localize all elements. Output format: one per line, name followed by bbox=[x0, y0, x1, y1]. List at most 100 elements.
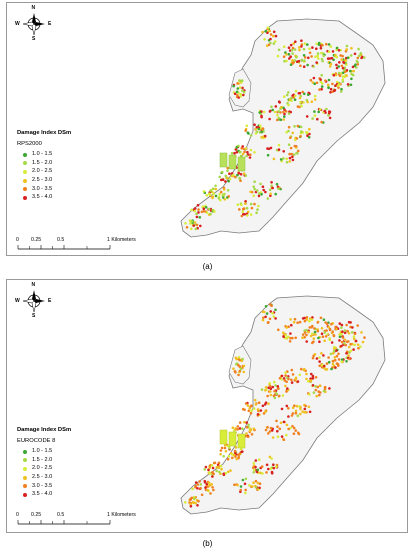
building-point bbox=[261, 185, 265, 188]
building-point bbox=[282, 157, 285, 160]
building-point bbox=[290, 152, 294, 156]
building-point bbox=[283, 112, 286, 116]
building-point bbox=[332, 345, 336, 349]
building-point bbox=[219, 449, 223, 452]
building-point bbox=[312, 76, 316, 80]
building-point bbox=[331, 330, 335, 333]
building-point bbox=[198, 216, 202, 219]
building-point bbox=[285, 423, 289, 427]
building-point bbox=[291, 155, 294, 158]
building-point bbox=[329, 352, 333, 356]
building-point bbox=[360, 331, 363, 334]
building-point bbox=[318, 88, 321, 91]
building-point bbox=[322, 318, 326, 321]
building-point bbox=[290, 96, 293, 100]
building-point bbox=[345, 323, 348, 327]
building-point bbox=[327, 360, 331, 364]
building-point bbox=[268, 384, 272, 388]
building-point bbox=[311, 374, 315, 378]
building-point bbox=[248, 156, 252, 159]
building-point bbox=[234, 427, 237, 430]
building-point bbox=[337, 358, 341, 361]
building-point bbox=[303, 92, 306, 96]
building-point bbox=[279, 421, 283, 425]
building-point bbox=[327, 114, 330, 117]
building-point bbox=[305, 340, 309, 343]
building-point bbox=[190, 208, 193, 212]
building-point bbox=[264, 386, 268, 389]
building-point bbox=[214, 194, 218, 198]
building-points-b bbox=[184, 303, 366, 508]
building-point bbox=[305, 328, 308, 332]
building-point bbox=[233, 453, 236, 457]
building-point bbox=[351, 73, 355, 77]
building-point bbox=[239, 92, 242, 96]
building-point bbox=[276, 118, 279, 122]
building-point bbox=[297, 431, 300, 435]
building-point bbox=[236, 87, 240, 90]
building-point bbox=[348, 357, 351, 361]
building-point bbox=[311, 81, 315, 84]
building-point bbox=[224, 471, 228, 475]
building-point bbox=[194, 484, 197, 488]
building-point bbox=[231, 426, 235, 429]
building-point bbox=[302, 54, 306, 57]
building-point bbox=[283, 115, 286, 118]
building-point bbox=[238, 452, 241, 456]
building-point bbox=[292, 320, 296, 324]
building-point bbox=[264, 29, 268, 33]
building-point bbox=[254, 465, 257, 469]
building-point bbox=[324, 335, 328, 338]
building-point bbox=[337, 65, 341, 68]
building-point bbox=[229, 469, 232, 472]
building-point bbox=[238, 358, 241, 362]
building-point bbox=[276, 385, 280, 388]
building-point bbox=[345, 69, 349, 72]
building-point bbox=[264, 315, 267, 319]
building-point bbox=[332, 73, 336, 77]
building-point bbox=[264, 389, 267, 392]
building-point bbox=[215, 469, 218, 473]
compass-e-label: E bbox=[48, 21, 52, 27]
building-point bbox=[313, 94, 317, 98]
legend-title: Damage Index DSm bbox=[17, 130, 72, 136]
building-point bbox=[308, 393, 311, 396]
building-point bbox=[237, 456, 241, 459]
building-point bbox=[245, 425, 249, 429]
building-point bbox=[261, 472, 264, 475]
building-point bbox=[338, 61, 341, 64]
legend-item: 2.5 - 3.0 bbox=[23, 473, 71, 482]
building-point bbox=[345, 352, 348, 355]
building-point bbox=[336, 362, 340, 366]
building-point bbox=[315, 81, 319, 85]
building-point bbox=[233, 151, 236, 155]
building-point bbox=[332, 352, 335, 355]
building-point bbox=[189, 504, 193, 508]
building-point bbox=[259, 471, 262, 475]
building-point bbox=[207, 192, 211, 196]
building-point bbox=[335, 327, 338, 331]
building-point bbox=[341, 330, 344, 333]
building-point bbox=[293, 144, 297, 148]
building-point bbox=[316, 117, 319, 121]
building-point bbox=[318, 364, 322, 368]
building-point bbox=[241, 145, 244, 148]
building-point bbox=[334, 73, 338, 77]
building-point bbox=[287, 91, 290, 94]
building-point bbox=[276, 114, 279, 117]
building-point bbox=[300, 39, 303, 42]
building-point bbox=[335, 55, 339, 59]
building-point bbox=[274, 105, 278, 108]
building-point bbox=[238, 151, 241, 154]
building-point bbox=[311, 324, 314, 328]
building-point bbox=[264, 410, 267, 413]
district-map-b bbox=[180, 295, 386, 515]
building-point bbox=[316, 52, 320, 55]
building-point bbox=[226, 457, 230, 461]
building-point bbox=[308, 51, 312, 55]
building-point bbox=[269, 467, 273, 470]
building-point bbox=[318, 356, 321, 359]
building-point bbox=[242, 213, 245, 216]
building-point bbox=[345, 44, 349, 48]
building-point bbox=[343, 59, 347, 62]
